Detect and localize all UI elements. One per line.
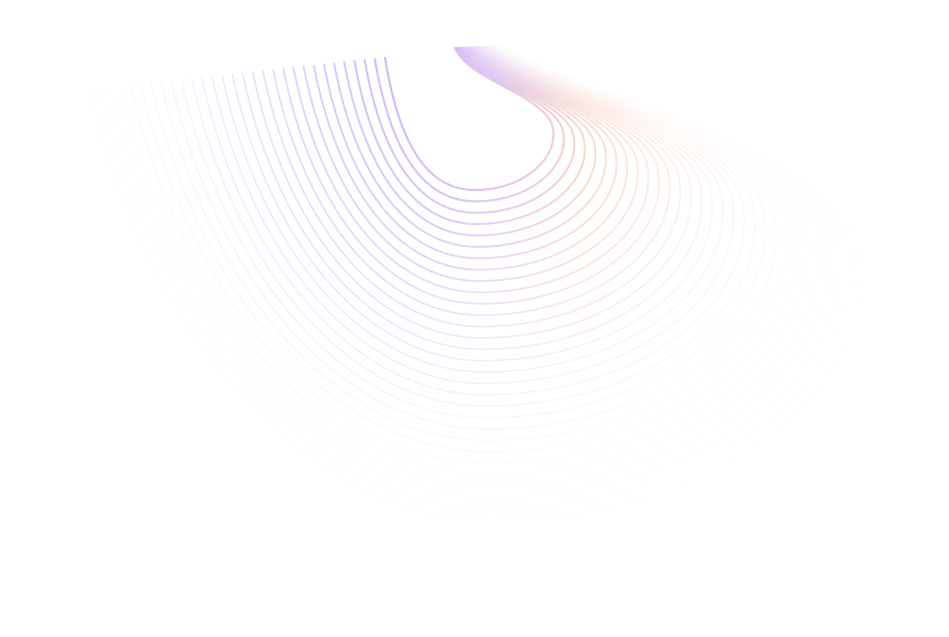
wave-line — [353, 46, 586, 226]
wave-line — [323, 46, 618, 260]
wave-line — [282, 46, 660, 305]
wave-line — [211, 45, 735, 385]
wave-line — [90, 45, 862, 520]
wave-line — [201, 45, 745, 396]
wave-line — [180, 45, 767, 419]
wave-line — [119, 44, 830, 487]
wave-line — [251, 45, 692, 339]
wave-line — [272, 46, 671, 317]
wave-line — [110, 45, 840, 497]
wave-line — [363, 46, 576, 214]
wave-line — [221, 45, 724, 373]
wave-line — [130, 44, 820, 476]
wave-line — [160, 45, 788, 441]
wave-line — [383, 46, 555, 192]
wave-line — [343, 46, 597, 237]
wave-line — [170, 45, 777, 430]
wave-line — [312, 46, 628, 271]
wave-line — [241, 45, 703, 351]
wave-line — [302, 46, 639, 282]
wave-line — [231, 45, 713, 362]
wave-line — [140, 44, 809, 464]
wave-line — [262, 45, 681, 328]
wave-line — [150, 44, 799, 453]
wave-group — [90, 44, 862, 520]
wave-line — [373, 46, 565, 203]
wave-line — [292, 46, 650, 294]
wave-line — [333, 46, 607, 248]
wave-line — [100, 45, 851, 509]
wave-line — [190, 45, 756, 407]
